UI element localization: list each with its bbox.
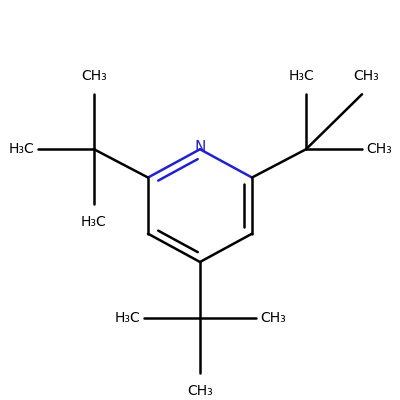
Text: H₃C: H₃C	[289, 69, 315, 83]
Text: N: N	[194, 140, 206, 155]
Text: H₃C: H₃C	[81, 215, 107, 229]
Text: CH₃: CH₃	[187, 384, 213, 398]
Text: CH₃: CH₃	[366, 142, 392, 156]
Text: H₃C: H₃C	[114, 311, 140, 325]
Text: CH₃: CH₃	[81, 69, 107, 83]
Text: CH₃: CH₃	[353, 69, 379, 83]
Text: CH₃: CH₃	[260, 311, 286, 325]
Text: H₃C: H₃C	[8, 142, 34, 156]
